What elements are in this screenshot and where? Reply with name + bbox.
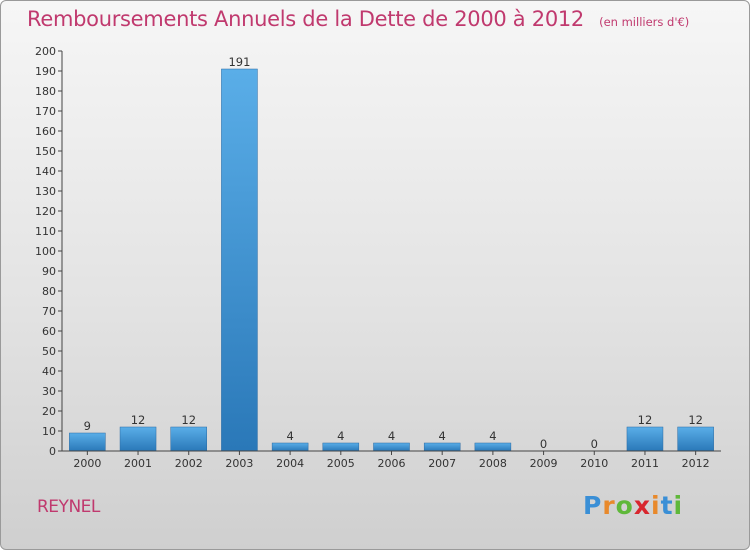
x-tick-label: 2007: [428, 457, 456, 470]
bar-value-label: 12: [131, 413, 146, 427]
logo-letter: x: [633, 491, 651, 520]
y-tick-label: 70: [42, 305, 56, 318]
bar: [626, 426, 664, 452]
x-tick-label: 2003: [225, 457, 253, 470]
y-tick-label: 50: [42, 345, 56, 358]
bar: [221, 68, 258, 452]
bars: 9 12 12 191 4 4 4 4 4 0 0 12 12: [69, 55, 714, 452]
y-tick-label: 90: [42, 265, 56, 278]
y-tick-label: 170: [35, 105, 56, 118]
x-tick-label: 2012: [682, 457, 710, 470]
bar: [423, 442, 461, 452]
y-tick-label: 20: [42, 405, 56, 418]
y-tick-label: 160: [35, 125, 56, 138]
y-tick-label: 100: [35, 245, 56, 258]
y-tick-label: 0: [49, 445, 56, 458]
y-tick-label: 120: [35, 205, 56, 218]
logo-letter: i: [651, 491, 661, 520]
x-tick-label: 2002: [175, 457, 203, 470]
bar-value-label: 191: [228, 55, 250, 69]
bar-value-label: 4: [286, 429, 293, 443]
bar: [474, 442, 512, 452]
bar-value-label: 4: [489, 429, 496, 443]
commune-name: REYNEL: [37, 497, 100, 517]
x-tick-label: 2006: [378, 457, 406, 470]
proxiti-logo[interactable]: Proxiti: [583, 491, 683, 520]
bar-value-label: 12: [181, 413, 196, 427]
y-tick-label: 190: [35, 65, 56, 78]
y-tick-label: 200: [35, 45, 56, 58]
y-axis: 0 10 20 30 40 50 60 70 80 90 100 110 120 130 140 150 160…: [35, 45, 63, 458]
bar: [322, 442, 360, 452]
x-tick-label: 2001: [124, 457, 152, 470]
bar-value-label: 4: [388, 429, 395, 443]
y-tick-label: 40: [42, 365, 56, 378]
x-tick-label: 2004: [276, 457, 304, 470]
logo-letter: t: [660, 491, 674, 520]
logo-letter: o: [615, 491, 634, 520]
y-tick-label: 130: [35, 185, 56, 198]
bar-value-label: 0: [591, 437, 598, 451]
y-tick-label: 10: [42, 425, 56, 438]
bar-value-label: 4: [337, 429, 344, 443]
bar: [373, 442, 410, 452]
bar: [170, 426, 207, 452]
chart-title: Remboursements Annuels de la Dette de 20…: [27, 7, 584, 31]
x-tick-label: 2011: [631, 457, 659, 470]
bar-value-label: 4: [439, 429, 446, 443]
logo-letter: i: [673, 491, 684, 520]
bar-value-label: 0: [540, 437, 547, 451]
bar-value-label: 12: [688, 413, 703, 427]
bar: [69, 432, 106, 452]
bar: [677, 426, 714, 452]
x-tick-label: 2008: [479, 457, 507, 470]
x-tick-label: 2000: [73, 457, 101, 470]
x-tick-label: 2010: [580, 457, 608, 470]
y-tick-label: 180: [35, 85, 56, 98]
y-tick-label: 140: [35, 165, 56, 178]
bar-value-label: 12: [638, 413, 653, 427]
chart-subtitle: (en milliers d'€): [599, 15, 690, 29]
y-tick-label: 150: [35, 145, 56, 158]
x-axis: 2000 2001 2002 2003 2004 2005 2006 2007 2008 2009…: [58, 450, 721, 470]
logo-letter: r: [602, 491, 616, 520]
title-row: Remboursements Annuels de la Dette de 20…: [27, 7, 689, 31]
x-tick-label: 2005: [327, 457, 355, 470]
bar: [271, 442, 309, 452]
y-tick-label: 80: [42, 285, 56, 298]
logo-letter: P: [583, 491, 603, 520]
x-tick-label: 2009: [530, 457, 558, 470]
y-tick-label: 30: [42, 385, 56, 398]
y-tick-label: 110: [35, 225, 56, 238]
y-tick-label: 60: [42, 325, 56, 338]
bar-value-label: 9: [84, 419, 91, 433]
bar: [119, 426, 157, 452]
